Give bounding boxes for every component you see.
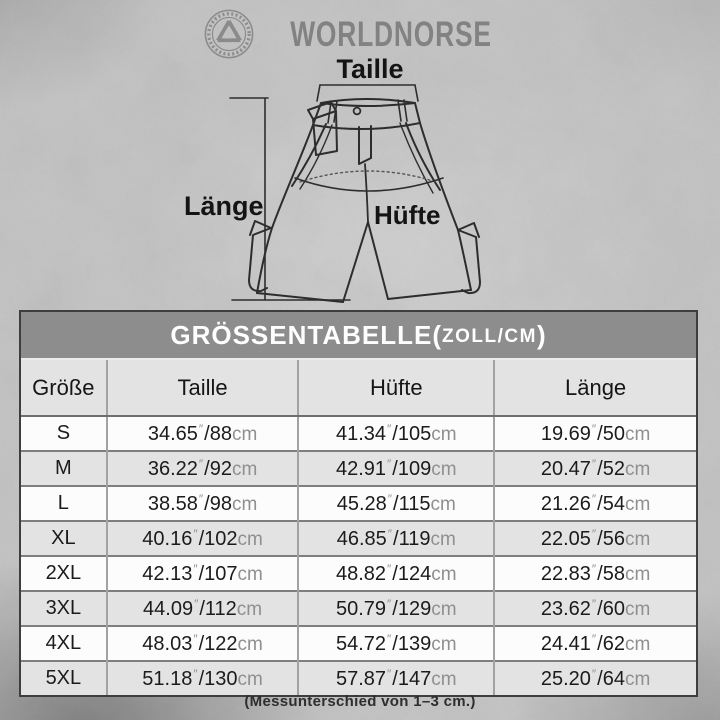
hip-cell: 50.79″/129cm xyxy=(297,590,495,626)
length-cell: 22.83″/58cm xyxy=(493,555,696,591)
length-cell: 25.20″/64cm xyxy=(493,660,696,695)
hip-cell: 57.87″/147cm xyxy=(297,660,495,695)
shorts-diagram xyxy=(229,84,481,303)
title-main: GRÖSSENTABELLE xyxy=(170,319,433,350)
table-row: 2XL 42.13″/107cm 48.82″/124cm 22.83″/58cm xyxy=(21,555,696,591)
hip-cell: 45.28″/115cm xyxy=(297,485,495,521)
table-row: S 34.65″/88cm 41.34″/105cm 19.69″/50cm xyxy=(21,416,696,451)
size-cell: 3XL xyxy=(21,590,107,626)
column-header-length: Länge xyxy=(493,360,696,417)
waist-cell: 42.13″/107cm xyxy=(105,555,299,591)
waist-cell: 51.18″/130cm xyxy=(105,660,299,695)
hip-cell: 48.82″/124cm xyxy=(297,555,495,591)
valknut-emblem-icon xyxy=(204,9,254,59)
size-cell: 5XL xyxy=(21,660,107,695)
size-cell: 4XL xyxy=(21,625,107,661)
size-cell: S xyxy=(56,422,71,444)
waist-cell: 40.16″/102cm xyxy=(105,520,299,556)
length-cell: 23.62″/60cm xyxy=(493,590,696,626)
hip-cell: 46.85″/119cm xyxy=(297,520,495,556)
table-row: L 38.58″/98cm 45.28″/115cm 21.26″/54cm xyxy=(21,485,696,521)
size-cell: XL xyxy=(21,520,107,556)
table-row: 3XL 44.09″/112cm 50.79″/129cm 23.62″/60cm xyxy=(21,590,696,626)
waist-cell: 44.09″/112cm xyxy=(105,590,299,626)
waist-cell: 48.03″/122cm xyxy=(105,625,299,661)
hip-cell: 41.34″/105cm xyxy=(297,416,495,451)
title-unit: ZOLL/CM xyxy=(442,325,537,347)
waist-cell: 36.22″/92cm xyxy=(105,450,299,486)
size-grid: Größe Taille Hüfte Länge S 34.65″/88cm 41.… xyxy=(21,360,696,695)
size-cell: 2XL xyxy=(21,555,107,591)
size-table: GRÖSSENTABELLE(ZOLL/CM) Größe Taille Hüf… xyxy=(19,310,698,697)
column-header-hip: Hüfte xyxy=(297,360,495,417)
size-cell: M xyxy=(21,450,107,486)
brand-header: WORLDNORSE xyxy=(0,6,720,62)
table-row: 5XL 51.18″/130cm 57.87″/147cm 25.20″/64cm xyxy=(21,660,696,695)
length-cell: 24.41″/62cm xyxy=(493,625,696,661)
size-table-title: GRÖSSENTABELLE(ZOLL/CM) xyxy=(21,312,696,360)
table-row: XL 40.16″/102cm 46.85″/119cm 22.05″/56cm xyxy=(21,520,696,556)
length-cell: 19.69″/50cm xyxy=(493,416,696,451)
title-paren-open: ( xyxy=(432,319,443,350)
hip-cell: 54.72″/139cm xyxy=(297,625,495,661)
waist-cell: 34.65″/88cm xyxy=(105,416,299,451)
length-cell: 21.26″/54cm xyxy=(493,485,696,521)
table-row: M 36.22″/92cm 42.91″/109cm 20.47″/52cm xyxy=(21,450,696,486)
measurement-footnote: (Messunterschied von 1–3 cm.) xyxy=(244,693,476,710)
waist-label: Taille xyxy=(336,54,404,84)
waist-cell: 38.58″/98cm xyxy=(105,485,299,521)
length-cell: 22.05″/56cm xyxy=(493,520,696,556)
column-header-size: Größe xyxy=(21,360,107,417)
size-table-body: S 34.65″/88cm 41.34″/105cm 19.69″/50cm M 36.2… xyxy=(21,416,696,695)
header-row: Größe Taille Hüfte Länge xyxy=(21,360,696,417)
column-header-waist: Taille xyxy=(105,360,299,417)
hip-cell: 42.91″/109cm xyxy=(297,450,495,486)
brand-name: WORLDNORSE xyxy=(290,13,492,54)
size-cell: L xyxy=(21,485,107,521)
length-label: Länge xyxy=(184,191,264,221)
table-row: 4XL 48.03″/122cm 54.72″/139cm 24.41″/62cm xyxy=(21,625,696,661)
title-paren-close: ) xyxy=(536,319,547,350)
length-cell: 20.47″/52cm xyxy=(493,450,696,486)
hip-label: Hüfte xyxy=(374,200,441,230)
